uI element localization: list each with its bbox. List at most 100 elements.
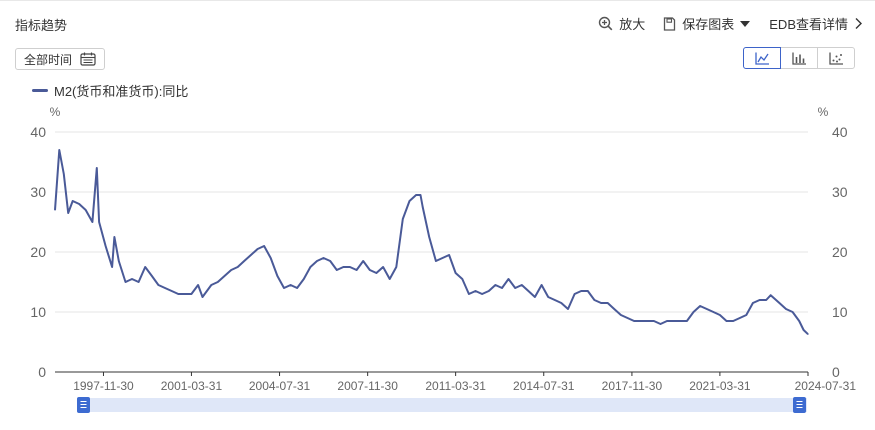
data-point xyxy=(309,266,311,268)
data-point xyxy=(190,293,192,295)
chart-type-switch xyxy=(743,47,855,69)
y-tick-label-left: 10 xyxy=(30,304,46,320)
scatter-chart-icon xyxy=(828,52,843,65)
data-point xyxy=(501,287,503,289)
data-point xyxy=(679,320,681,322)
data-point xyxy=(349,266,351,268)
y-tick-label-right: 0 xyxy=(832,364,840,380)
zoom-button[interactable]: 放大 xyxy=(598,14,645,33)
bar-chart-icon xyxy=(791,52,806,65)
data-point xyxy=(217,281,219,283)
data-point xyxy=(607,302,609,304)
data-point xyxy=(659,323,662,325)
save-chart-button[interactable]: 保存图表 xyxy=(663,14,751,33)
data-point xyxy=(316,260,318,262)
data-point xyxy=(640,320,642,322)
data-point xyxy=(237,266,239,268)
x-tick-label: 2014-07-31 xyxy=(513,379,575,393)
data-point xyxy=(803,329,805,331)
data-point xyxy=(157,284,159,286)
data-point xyxy=(514,287,516,289)
data-point xyxy=(765,299,767,301)
zoom-in-icon xyxy=(599,16,613,31)
top-divider xyxy=(0,0,875,1)
data-point xyxy=(792,311,794,313)
data-point xyxy=(441,257,444,259)
data-point xyxy=(448,254,450,256)
save-label: 保存图表 xyxy=(682,17,735,32)
data-point xyxy=(67,212,69,214)
time-range-button[interactable]: 全部时间 xyxy=(15,48,106,70)
data-point xyxy=(85,209,87,211)
data-point xyxy=(78,203,80,205)
legend-label: M2(货币和准货币):同比 xyxy=(54,84,189,99)
data-point xyxy=(653,320,655,322)
data-point xyxy=(283,287,285,289)
x-tick-label: 2001-03-31 xyxy=(161,379,223,393)
page-title: 指标趋势 xyxy=(15,18,68,33)
data-point xyxy=(494,284,496,286)
data-point xyxy=(725,320,728,322)
data-point xyxy=(759,299,761,301)
range-slider-track[interactable] xyxy=(77,398,807,412)
data-point xyxy=(197,284,199,286)
data-point xyxy=(732,320,734,322)
data-point xyxy=(534,296,536,298)
data-point xyxy=(419,194,422,196)
data-point xyxy=(745,314,747,316)
data-point xyxy=(428,236,430,238)
data-point xyxy=(521,284,523,286)
data-point xyxy=(276,275,278,277)
data-point xyxy=(356,269,358,271)
data-point xyxy=(633,320,635,322)
data-point xyxy=(270,257,272,259)
data-point xyxy=(455,272,457,274)
data-point xyxy=(138,281,140,283)
data-point xyxy=(118,260,120,262)
zoom-label: 放大 xyxy=(619,17,646,32)
data-point xyxy=(342,266,344,268)
line-chart-button[interactable] xyxy=(743,47,781,69)
scatter-chart-button[interactable] xyxy=(817,47,855,69)
data-point xyxy=(250,254,252,256)
data-point xyxy=(151,275,153,277)
edb-label: EDB查看详情 xyxy=(769,17,848,32)
y-tick-label-left: 0 xyxy=(38,364,46,380)
calendar-icon xyxy=(80,52,96,66)
data-point xyxy=(369,269,371,271)
data-point xyxy=(626,317,629,319)
data-point xyxy=(230,269,232,271)
data-point xyxy=(692,311,695,313)
data-point xyxy=(243,260,245,262)
data-point xyxy=(554,299,556,301)
save-icon xyxy=(664,16,676,31)
x-tick-label: 2017-11-30 xyxy=(602,379,663,393)
data-point xyxy=(488,290,490,292)
line-chart-icon xyxy=(754,52,769,65)
legend-item[interactable]: M2(货币和准货币):同比 xyxy=(32,81,188,100)
data-point xyxy=(389,278,391,280)
data-point xyxy=(98,221,100,223)
data-point xyxy=(184,293,186,295)
caret-down-icon xyxy=(740,20,751,27)
data-point xyxy=(719,314,721,316)
toolbar: 放大 保存图表 EDB查看详情 xyxy=(580,14,863,33)
x-tick-label: 2007-11-30 xyxy=(337,379,398,393)
data-point xyxy=(375,272,377,274)
data-point xyxy=(574,293,576,295)
data-point xyxy=(105,245,107,247)
data-point xyxy=(408,200,411,202)
data-point xyxy=(201,296,204,298)
data-point xyxy=(507,278,510,280)
y-unit-right: % xyxy=(818,105,829,119)
data-point xyxy=(72,200,74,202)
data-point xyxy=(63,173,65,175)
data-point xyxy=(778,302,781,304)
edb-details-link[interactable]: EDB查看详情 xyxy=(769,14,863,33)
data-point xyxy=(474,290,477,292)
data-point xyxy=(673,320,675,322)
data-point xyxy=(807,333,809,335)
x-tick-label: 2004-07-31 xyxy=(249,379,311,393)
y-tick-label-right: 40 xyxy=(832,124,848,140)
data-point xyxy=(587,290,589,292)
